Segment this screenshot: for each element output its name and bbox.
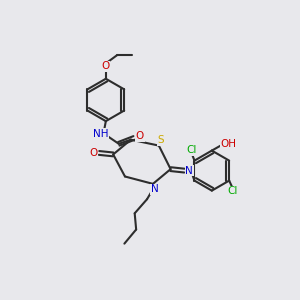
Text: N: N <box>185 166 193 176</box>
Text: OH: OH <box>220 139 237 149</box>
Text: O: O <box>136 131 144 142</box>
Text: O: O <box>102 61 110 71</box>
Text: O: O <box>89 148 97 158</box>
Text: S: S <box>157 135 164 145</box>
Text: N: N <box>151 184 158 194</box>
Text: NH: NH <box>93 128 108 139</box>
Text: Cl: Cl <box>227 186 238 196</box>
Text: Cl: Cl <box>186 145 197 155</box>
